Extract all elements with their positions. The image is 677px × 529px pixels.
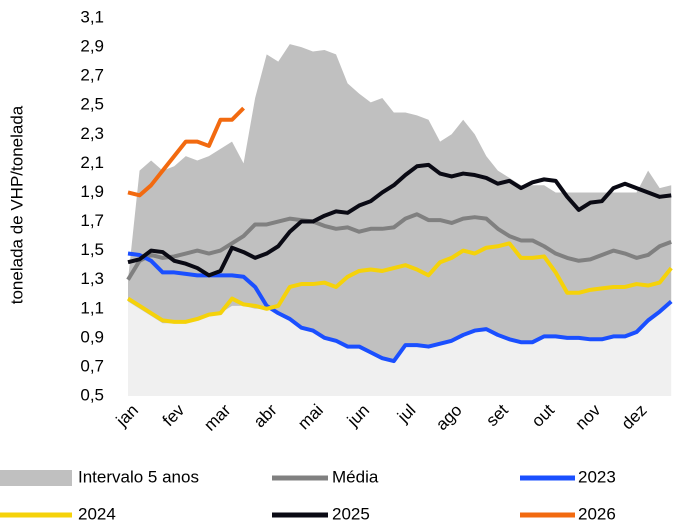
legend-label: 2023 xyxy=(578,467,616,486)
band-lower-area xyxy=(128,301,672,396)
y-tick-label: 2,9 xyxy=(80,37,104,56)
y-tick-label: 2,3 xyxy=(80,124,104,143)
series-line xyxy=(127,162,672,278)
legend-swatch xyxy=(0,470,72,486)
series-line xyxy=(126,241,673,324)
y-tick-label: 0,7 xyxy=(80,356,104,375)
y-tick-label: 2,5 xyxy=(80,95,104,114)
x-tick-label: jan xyxy=(112,401,142,431)
x-tick-label: set xyxy=(482,400,512,430)
y-tick-label: 3,1 xyxy=(80,7,104,26)
y-tick-label: 1,9 xyxy=(80,182,104,201)
band-area xyxy=(128,44,672,362)
x-tick-label: mar xyxy=(200,400,234,434)
y-tick-label: 1,5 xyxy=(80,240,104,259)
x-tick-label: fev xyxy=(159,400,189,430)
series-line xyxy=(127,106,245,198)
x-tick-label: dez xyxy=(618,401,651,434)
y-tick-label: 1,3 xyxy=(80,269,104,288)
y-axis-title: tonelada de VHP/tonelada xyxy=(7,105,26,304)
x-tick-label: jun xyxy=(343,401,373,431)
legend-label: 2026 xyxy=(578,504,616,523)
series-line xyxy=(127,251,673,364)
x-tick-label: mai xyxy=(294,401,327,434)
y-tick-label: 1,7 xyxy=(80,211,104,230)
legend-label: Intervalo 5 anos xyxy=(78,467,199,486)
x-tick-label: abr xyxy=(250,400,281,431)
y-tick-label: 0,9 xyxy=(80,327,104,346)
y-tick-label: 0,5 xyxy=(80,385,104,404)
legend-label: 2025 xyxy=(332,504,370,523)
series-line xyxy=(126,212,672,281)
legend-label: Média xyxy=(332,467,379,486)
x-tick-label: out xyxy=(528,400,558,430)
legend-label: 2024 xyxy=(78,504,116,523)
x-tick-label: ago xyxy=(432,401,465,434)
y-tick-label: 2,1 xyxy=(80,153,104,172)
x-tick-label: nov xyxy=(571,400,604,433)
y-tick-label: 2,7 xyxy=(80,66,104,85)
y-tick-label: 1,1 xyxy=(80,298,104,317)
x-tick-label: jul xyxy=(393,401,419,427)
